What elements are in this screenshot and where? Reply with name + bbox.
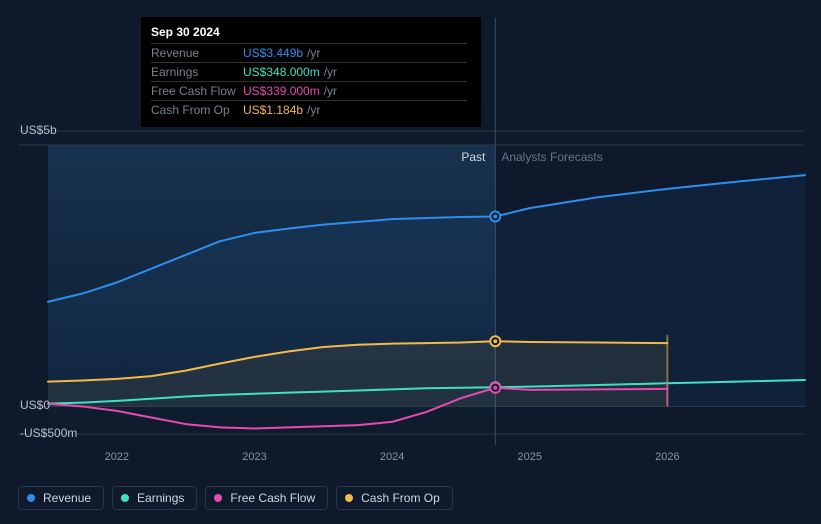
- tooltip-row-value: US$348.000m: [243, 65, 320, 79]
- tooltip-row-unit: /yr: [324, 65, 337, 79]
- tooltip-row-label: Free Cash Flow: [151, 84, 243, 98]
- tooltip-row: Cash From OpUS$1.184b/yr: [151, 100, 467, 119]
- chart-legend: Revenue Earnings Free Cash Flow Cash From O…: [18, 486, 453, 510]
- x-axis-label: 2024: [380, 451, 404, 463]
- x-axis-label: 2025: [517, 451, 541, 463]
- section-forecasts-label: Analysts Forecasts: [501, 150, 602, 164]
- legend-item-fcf[interactable]: Free Cash Flow: [205, 486, 328, 510]
- legend-item-label: Revenue: [43, 491, 91, 505]
- tooltip-row: Free Cash FlowUS$339.000m/yr: [151, 81, 467, 100]
- tooltip-row-label: Revenue: [151, 46, 243, 60]
- x-axis-label: 2023: [242, 451, 266, 463]
- tooltip-row-value: US$3.449b: [243, 46, 303, 60]
- x-axis-label: 2022: [105, 451, 129, 463]
- tooltip-row-unit: /yr: [307, 46, 320, 60]
- legend-dot-icon: [27, 494, 35, 502]
- section-past-label: Past: [461, 150, 485, 164]
- tooltip-row-unit: /yr: [307, 103, 320, 117]
- tooltip-row: RevenueUS$3.449b/yr: [151, 43, 467, 62]
- y-axis-label: US$0: [20, 398, 50, 412]
- x-axis-label: 2026: [655, 451, 679, 463]
- tooltip-date: Sep 30 2024: [151, 25, 467, 43]
- tooltip-row: EarningsUS$348.000m/yr: [151, 62, 467, 81]
- chart-tooltip: Sep 30 2024 RevenueUS$3.449b/yrEarningsU…: [141, 17, 481, 127]
- legend-item-label: Cash From Op: [361, 491, 440, 505]
- y-axis-label: -US$500m: [20, 426, 77, 440]
- tooltip-row-label: Cash From Op: [151, 103, 243, 117]
- legend-item-revenue[interactable]: Revenue: [18, 486, 104, 510]
- legend-dot-icon: [345, 494, 353, 502]
- legend-dot-icon: [214, 494, 222, 502]
- tooltip-row-value: US$339.000m: [243, 84, 320, 98]
- legend-item-earnings[interactable]: Earnings: [112, 486, 197, 510]
- financials-chart: Sep 30 2024 RevenueUS$3.449b/yrEarningsU…: [0, 0, 821, 524]
- tooltip-row-unit: /yr: [324, 84, 337, 98]
- tooltip-row-value: US$1.184b: [243, 103, 303, 117]
- legend-item-label: Free Cash Flow: [230, 491, 315, 505]
- section-labels: Past Analysts Forecasts: [461, 150, 602, 164]
- tooltip-rows: RevenueUS$3.449b/yrEarningsUS$348.000m/y…: [151, 43, 467, 119]
- tooltip-row-label: Earnings: [151, 65, 243, 79]
- legend-item-label: Earnings: [137, 491, 184, 505]
- legend-item-cash_op[interactable]: Cash From Op: [336, 486, 453, 510]
- legend-dot-icon: [121, 494, 129, 502]
- y-axis-label: US$5b: [20, 123, 57, 137]
